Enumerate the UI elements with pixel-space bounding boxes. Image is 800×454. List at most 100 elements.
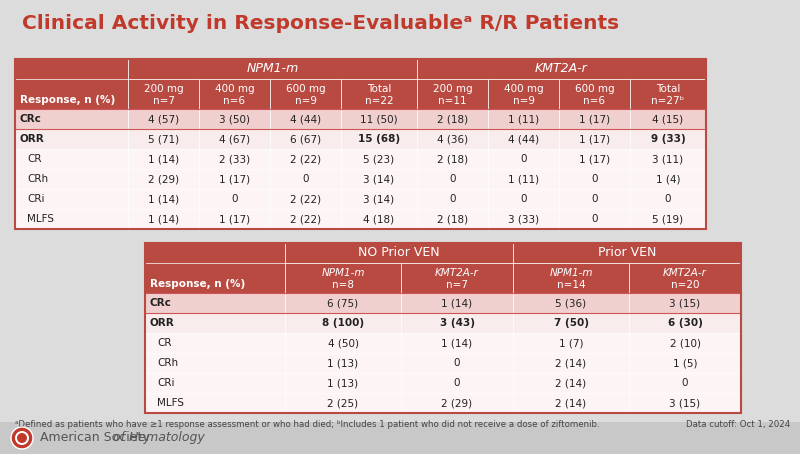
Bar <box>513 293 629 313</box>
Bar <box>559 109 630 129</box>
Bar <box>630 109 706 129</box>
Text: 4 (18): 4 (18) <box>363 214 394 224</box>
Bar <box>128 209 199 229</box>
Text: 3 (11): 3 (11) <box>653 154 683 164</box>
Bar <box>128 59 417 79</box>
Bar <box>285 353 401 373</box>
Bar <box>199 149 270 169</box>
Bar <box>128 129 199 149</box>
Text: 1 (11): 1 (11) <box>508 174 539 184</box>
Text: ORR: ORR <box>20 134 45 144</box>
Bar <box>341 149 417 169</box>
Bar <box>199 109 270 129</box>
Text: 1 (13): 1 (13) <box>327 378 358 388</box>
Text: n=8: n=8 <box>332 280 354 290</box>
Text: 4 (15): 4 (15) <box>653 114 683 124</box>
Bar <box>559 209 630 229</box>
Text: 1 (14): 1 (14) <box>148 214 179 224</box>
Bar <box>199 169 270 189</box>
Bar <box>15 209 128 229</box>
Text: 200 mg: 200 mg <box>433 84 472 94</box>
Text: 600 mg: 600 mg <box>286 84 326 94</box>
Bar <box>629 373 741 393</box>
Bar <box>145 393 285 413</box>
Text: 0: 0 <box>231 194 238 204</box>
Text: n=6: n=6 <box>583 96 606 106</box>
Text: 0: 0 <box>450 194 456 204</box>
Bar <box>128 109 199 129</box>
Bar <box>128 79 199 109</box>
Text: 2 (29): 2 (29) <box>148 174 179 184</box>
Text: 1 (17): 1 (17) <box>219 214 250 224</box>
Bar <box>488 189 559 209</box>
Text: 3 (14): 3 (14) <box>363 194 394 204</box>
Bar <box>629 353 741 373</box>
Bar <box>401 263 513 293</box>
Text: American Society: American Society <box>40 431 154 444</box>
Bar <box>488 129 559 149</box>
Text: 2 (18): 2 (18) <box>437 154 468 164</box>
Circle shape <box>15 431 29 445</box>
Bar <box>630 189 706 209</box>
Text: CRc: CRc <box>150 298 172 308</box>
Bar <box>145 263 285 293</box>
Text: 1 (11): 1 (11) <box>508 114 539 124</box>
Bar <box>417 109 488 129</box>
Bar <box>513 313 629 333</box>
Bar <box>488 149 559 169</box>
Bar <box>199 209 270 229</box>
Bar <box>488 209 559 229</box>
Text: 1 (4): 1 (4) <box>656 174 680 184</box>
Bar <box>270 209 341 229</box>
Bar <box>145 243 285 293</box>
Text: n=14: n=14 <box>557 280 586 290</box>
Text: CRi: CRi <box>157 378 174 388</box>
Bar <box>341 79 417 109</box>
Text: CRi: CRi <box>27 194 45 204</box>
Text: KMT2A-r: KMT2A-r <box>663 268 707 278</box>
Bar <box>488 109 559 129</box>
Bar <box>270 109 341 129</box>
Text: 1 (17): 1 (17) <box>579 134 610 144</box>
Text: Response, n (%): Response, n (%) <box>20 95 115 105</box>
Bar <box>199 189 270 209</box>
Text: 0: 0 <box>591 214 598 224</box>
Bar <box>401 333 513 353</box>
Text: MLFS: MLFS <box>27 214 54 224</box>
Bar <box>0 422 800 454</box>
Text: 2 (14): 2 (14) <box>555 378 586 388</box>
Text: 3 (33): 3 (33) <box>508 214 539 224</box>
Text: ᵃDefined as patients who have ≥1 response assessment or who had died; ᵇIncludes : ᵃDefined as patients who have ≥1 respons… <box>15 420 600 429</box>
Bar <box>630 129 706 149</box>
Text: 6 (75): 6 (75) <box>327 298 358 308</box>
Text: Prior VEN: Prior VEN <box>598 247 656 260</box>
Text: n=11: n=11 <box>438 96 467 106</box>
Text: KMT2A-r: KMT2A-r <box>435 268 479 278</box>
Text: 1 (17): 1 (17) <box>579 154 610 164</box>
Text: 1 (14): 1 (14) <box>148 154 179 164</box>
Text: n=7: n=7 <box>153 96 174 106</box>
Text: 0: 0 <box>450 174 456 184</box>
Text: 4 (44): 4 (44) <box>508 134 539 144</box>
Bar <box>15 59 706 229</box>
Bar <box>15 109 128 129</box>
Text: 2 (14): 2 (14) <box>555 358 586 368</box>
Text: 4 (50): 4 (50) <box>327 338 358 348</box>
Text: 0: 0 <box>591 194 598 204</box>
Text: Total: Total <box>367 84 391 94</box>
Text: 5 (71): 5 (71) <box>148 134 179 144</box>
Text: 2 (25): 2 (25) <box>327 398 358 408</box>
Text: 0: 0 <box>520 194 526 204</box>
Text: 4 (44): 4 (44) <box>290 114 321 124</box>
Text: 2 (22): 2 (22) <box>290 214 321 224</box>
Text: ORR: ORR <box>150 318 174 328</box>
Text: 15 (68): 15 (68) <box>358 134 400 144</box>
Bar <box>285 263 401 293</box>
Text: n=7: n=7 <box>446 280 468 290</box>
Text: Clinical Activity in Response-Evaluableᵃ R/R Patients: Clinical Activity in Response-Evaluableᵃ… <box>22 14 619 33</box>
Text: n=9: n=9 <box>513 96 534 106</box>
Text: 400 mg: 400 mg <box>504 84 543 94</box>
Bar <box>629 333 741 353</box>
Bar <box>629 263 741 293</box>
Text: 1 (14): 1 (14) <box>442 298 473 308</box>
